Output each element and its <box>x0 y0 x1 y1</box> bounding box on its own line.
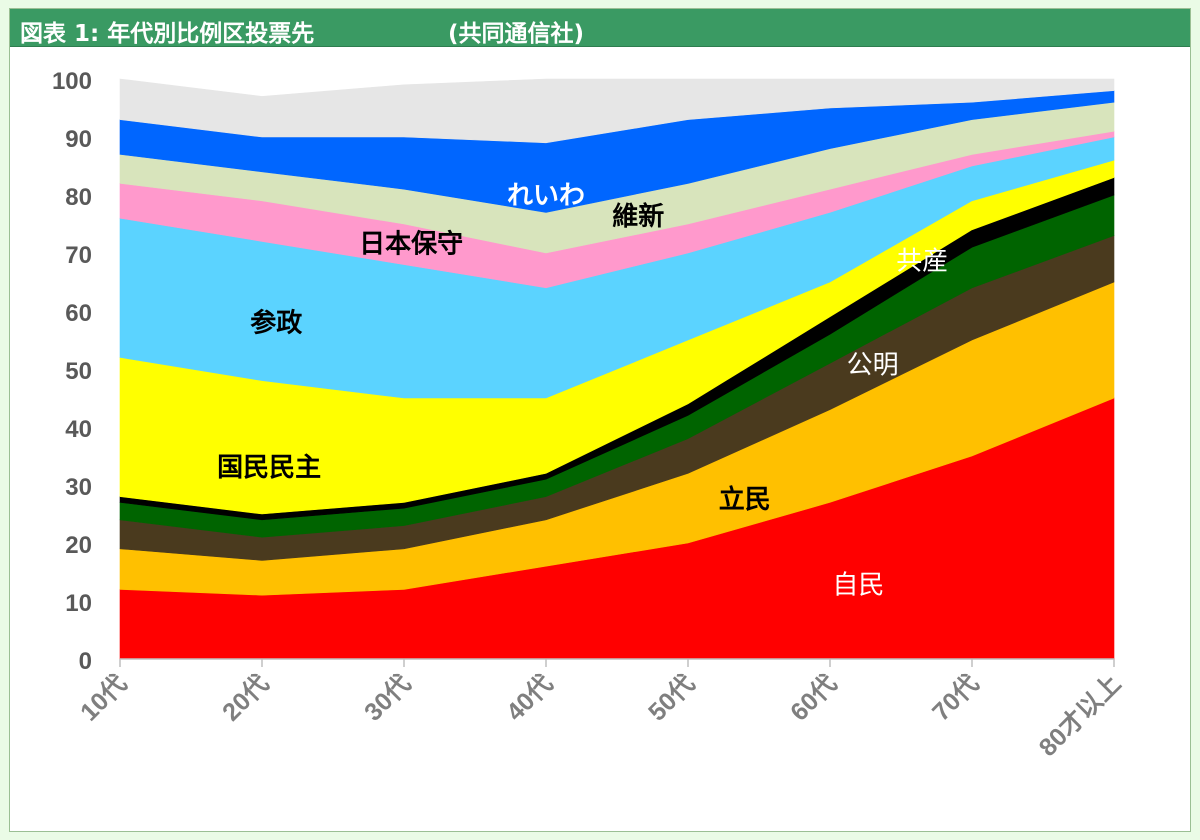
y-tick-label: 10 <box>65 590 92 617</box>
chart-frame: 図表 1: 年代別比例区投票先 (共同通信社) 0 10 20 30 40 50 60 70 8… <box>9 8 1191 832</box>
series-label-日本保守: 日本保守 <box>359 229 463 260</box>
y-tick-label: 50 <box>65 358 92 385</box>
title-bar: 図表 1: 年代別比例区投票先 (共同通信社) <box>10 9 1190 47</box>
series-label-参政: 参政 <box>250 308 302 339</box>
series-label-自民: 自民 <box>832 570 884 600</box>
y-tick-label: 0 <box>79 648 92 675</box>
series-label-公明: 公明 <box>847 351 899 381</box>
y-tick-label: 70 <box>65 242 92 269</box>
series-label-れいわ: れいわ <box>507 181 585 211</box>
y-tick-label: 60 <box>65 300 92 327</box>
x-axis: 10代 20代 30代 40代 50代 60代 70代 80才以上 <box>75 658 1126 762</box>
series-label-立民: 立民 <box>719 484 771 515</box>
y-tick-label: 100 <box>52 68 92 95</box>
area-chart: 0 10 20 30 40 50 60 70 80 90 100 10代 20代 30代 40代 50代 60… <box>52 68 1126 762</box>
x-tick-label: 70代 <box>927 669 984 726</box>
x-tick-label: 50代 <box>643 669 700 726</box>
series-areas <box>119 78 1115 660</box>
series-label-共産: 共産 <box>896 246 948 276</box>
series-label-国民民主: 国民民主 <box>217 453 321 483</box>
chart-title: 図表 1: 年代別比例区投票先 <box>20 21 315 47</box>
y-axis: 0 10 20 30 40 50 60 70 80 90 100 <box>52 68 92 675</box>
chart-source: (共同通信社) <box>448 21 585 47</box>
area-series-10 <box>119 78 1115 144</box>
x-tick-label: 40代 <box>501 669 558 726</box>
x-tick-label: 20代 <box>217 669 274 726</box>
x-tick-label: 60代 <box>785 669 842 726</box>
x-tick-label: 30代 <box>359 669 416 726</box>
y-tick-label: 90 <box>65 126 92 153</box>
series-label-維新: 維新 <box>612 201 664 232</box>
y-tick-label: 20 <box>65 532 92 559</box>
y-tick-label: 80 <box>65 184 92 211</box>
y-tick-label: 30 <box>65 474 92 501</box>
y-tick-label: 40 <box>65 416 92 443</box>
x-tick-label: 80才以上 <box>1034 669 1126 761</box>
x-tick-label: 10代 <box>75 669 132 726</box>
